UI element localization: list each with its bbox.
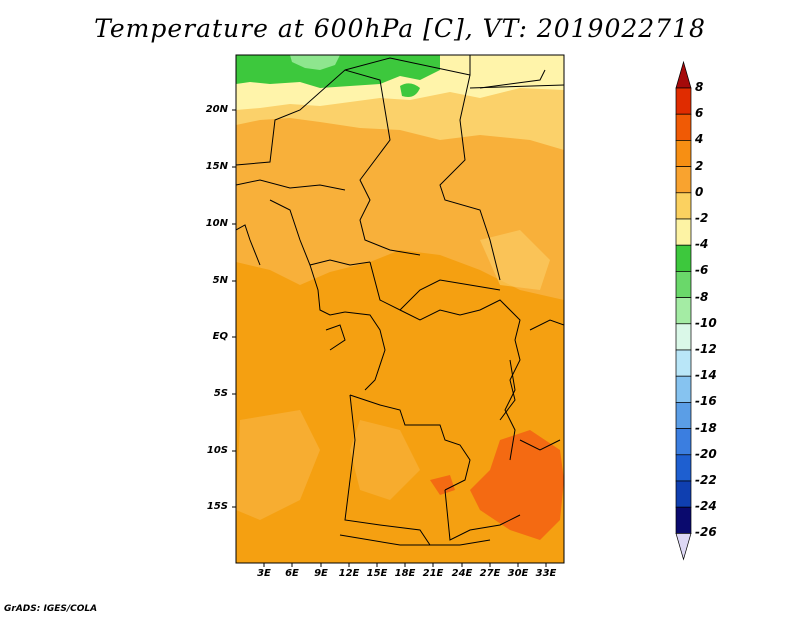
colorbar-label: -18 bbox=[695, 420, 717, 435]
colorbar-label: -4 bbox=[695, 237, 709, 252]
colorbar-label: -16 bbox=[695, 394, 717, 409]
border-angola bbox=[349, 394, 471, 491]
border-mozambique bbox=[519, 439, 561, 451]
colorbar-swatch bbox=[675, 454, 692, 482]
colorbar bbox=[675, 60, 692, 561]
colorbar-swatch bbox=[675, 375, 692, 403]
lat-label-10n: 10N bbox=[205, 218, 228, 229]
border-lakes bbox=[504, 359, 516, 461]
lon-label-24e: 24E bbox=[451, 568, 473, 579]
colorbar-swatch bbox=[675, 166, 692, 194]
lon-label-21e: 21E bbox=[422, 568, 444, 579]
colorbar-label: 4 bbox=[695, 132, 704, 147]
field-orange-south bbox=[350, 420, 420, 500]
colorbar-swatch bbox=[675, 192, 692, 220]
field-light-green bbox=[290, 55, 340, 70]
lon-label-6e: 6E bbox=[285, 568, 299, 579]
colorbar-label: 8 bbox=[695, 80, 704, 94]
colorbar-swatch bbox=[675, 140, 692, 167]
lon-label-12e: 12E bbox=[338, 568, 360, 579]
colorbar-label: -6 bbox=[695, 263, 709, 278]
colorbar-swatch bbox=[675, 218, 692, 246]
map-frame bbox=[235, 54, 565, 564]
colorbar-label: 0 bbox=[695, 184, 704, 199]
lat-label-5n: 5N bbox=[212, 275, 228, 286]
field-red-orange bbox=[470, 430, 564, 540]
lon-label-33e: 33E bbox=[535, 568, 557, 579]
colorbar-swatch bbox=[675, 244, 692, 272]
axis-ticks bbox=[232, 109, 547, 567]
colorbar-swatch bbox=[675, 87, 692, 115]
border-gabon bbox=[325, 324, 346, 351]
field-red-orange-spot bbox=[430, 475, 455, 495]
border-namibia bbox=[339, 534, 491, 546]
lat-label-15n: 15N bbox=[205, 161, 228, 172]
border-ne bbox=[479, 69, 546, 89]
colorbar-label: -20 bbox=[695, 446, 717, 461]
border-zambia bbox=[444, 489, 521, 541]
colorbar-label: -8 bbox=[695, 289, 709, 304]
colorbar-swatch bbox=[675, 113, 692, 141]
lon-label-3e: 3E bbox=[257, 568, 271, 579]
lon-label-9e: 9E bbox=[314, 568, 328, 579]
field-green bbox=[236, 55, 440, 88]
field-orange-west bbox=[236, 410, 320, 520]
colorbar-swatch bbox=[675, 480, 692, 508]
lon-label-18e: 18E bbox=[394, 568, 416, 579]
colorbar-label: 2 bbox=[695, 158, 704, 173]
colorbar-label: -24 bbox=[695, 499, 717, 514]
colorbar-label: -26 bbox=[695, 525, 717, 540]
border-tanzania bbox=[529, 319, 564, 331]
lat-label-20n: 20N bbox=[205, 104, 228, 115]
border-central bbox=[236, 179, 346, 191]
lat-label-5s: 5S bbox=[213, 388, 228, 399]
border-angola-s bbox=[344, 394, 431, 546]
colorbar-label: -22 bbox=[695, 473, 717, 487]
lat-label-15s: 15S bbox=[206, 501, 228, 512]
field-green-spot bbox=[400, 83, 420, 97]
colorbar-label: -14 bbox=[695, 368, 717, 383]
lon-label-15e: 15E bbox=[366, 568, 388, 579]
border-drc bbox=[399, 299, 521, 421]
colorbar-label: -12 bbox=[695, 342, 717, 356]
colorbar-swatch bbox=[675, 506, 692, 534]
colorbar-swatch bbox=[675, 323, 692, 351]
colorbar-swatch bbox=[675, 428, 692, 456]
colorbar-label: -10 bbox=[695, 315, 717, 330]
grads-credit: GrADS: IGES/COLA bbox=[4, 604, 98, 614]
border-cameroon bbox=[309, 264, 346, 316]
border-west bbox=[236, 69, 421, 256]
lat-label-10s: 10S bbox=[206, 445, 228, 456]
lon-label-27e: 27E bbox=[479, 568, 501, 579]
lat-label-eq: EQ bbox=[212, 331, 228, 342]
lon-label-30e: 30E bbox=[507, 568, 529, 579]
colorbar-swatch bbox=[675, 297, 692, 325]
field-orange-east bbox=[480, 230, 550, 290]
border-libya-egypt bbox=[344, 55, 471, 76]
border-chad-sudan bbox=[439, 74, 501, 281]
border-car bbox=[369, 261, 501, 311]
colorbar-swatch bbox=[675, 271, 692, 298]
colorbar-swatch bbox=[675, 349, 692, 377]
colorbar-top-arrow bbox=[675, 60, 692, 89]
colorbar-label: -2 bbox=[695, 211, 709, 225]
temperature-field bbox=[236, 55, 564, 563]
colorbar-swatch bbox=[675, 402, 692, 429]
border-congo bbox=[344, 311, 386, 391]
colorbar-bottom-arrow bbox=[675, 533, 692, 561]
border-west-small bbox=[236, 224, 261, 266]
map-title: Temperature at 600hPa [C], VT: 201902271… bbox=[94, 14, 706, 43]
country-borders bbox=[236, 55, 564, 546]
colorbar-label: 6 bbox=[695, 106, 704, 121]
